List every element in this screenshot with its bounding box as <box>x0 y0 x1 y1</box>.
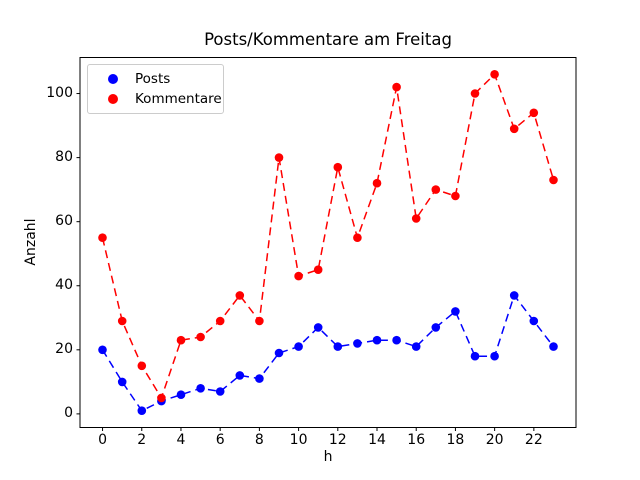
data-point-kommentare <box>196 332 205 342</box>
data-point-kommentare <box>117 316 127 326</box>
data-point-kommentare <box>529 108 539 118</box>
chart-title: Posts/Kommentare am Freitag <box>204 30 452 49</box>
plot-border <box>79 57 577 428</box>
data-point-kommentare <box>470 89 480 98</box>
data-point-posts <box>333 342 343 351</box>
data-point-posts <box>509 291 519 300</box>
y-tick-label: 20 <box>55 340 73 357</box>
y-tick-label: 40 <box>55 276 73 293</box>
data-point-kommentare <box>549 175 558 185</box>
data-point-kommentare <box>490 70 499 79</box>
data-point-posts <box>470 351 480 361</box>
data-point-posts <box>411 342 421 351</box>
x-tick-label: 22 <box>524 432 543 448</box>
x-tick-label: 10 <box>289 432 308 448</box>
data-point-kommentare <box>451 191 460 201</box>
data-point-kommentare <box>392 82 401 92</box>
data-point-kommentare <box>313 265 323 275</box>
data-point-kommentare <box>411 214 421 223</box>
y-tick-label: 0 <box>64 404 73 421</box>
x-tick-label: 8 <box>254 432 264 448</box>
legend-marker-kommentare-icon <box>108 94 118 104</box>
x-tick-label: 4 <box>176 432 186 448</box>
x-tick-label: 12 <box>328 432 347 448</box>
data-point-kommentare <box>333 162 343 172</box>
legend-item-kommentare: Kommentare <box>88 89 223 109</box>
data-point-posts <box>392 335 401 345</box>
data-point-posts <box>196 384 205 393</box>
data-point-kommentare <box>157 393 166 403</box>
data-point-kommentare <box>255 316 264 326</box>
y-tick-label: 60 <box>55 212 73 229</box>
data-point-posts <box>255 374 264 383</box>
data-point-posts <box>274 348 284 358</box>
data-point-posts <box>353 339 362 348</box>
data-point-kommentare <box>294 271 303 281</box>
x-tick-label: 20 <box>485 432 504 448</box>
data-point-posts <box>313 323 323 332</box>
data-point-kommentare <box>137 361 147 371</box>
series-line-posts <box>101 293 555 412</box>
y-tick-label: 80 <box>55 148 73 165</box>
data-point-kommentare <box>98 233 107 242</box>
legend-label-posts: Posts <box>135 71 171 87</box>
x-tick-label: 0 <box>98 432 107 448</box>
data-point-kommentare <box>274 153 284 162</box>
y-tick-label: 100 <box>46 84 73 101</box>
data-point-posts <box>490 351 499 361</box>
data-point-kommentare <box>235 291 245 300</box>
series-line-kommentare <box>101 72 555 400</box>
data-point-posts <box>176 390 186 400</box>
data-point-posts <box>98 345 107 355</box>
legend-item-posts: Posts <box>88 69 223 89</box>
x-tick-label: 14 <box>368 432 386 448</box>
legend-label-kommentare: Kommentare <box>135 91 222 107</box>
data-point-posts <box>451 307 460 316</box>
data-point-posts <box>549 342 558 351</box>
x-tick-label: 2 <box>137 432 147 448</box>
data-point-kommentare <box>176 335 186 345</box>
data-point-kommentare <box>431 185 441 194</box>
data-point-posts <box>372 335 382 345</box>
data-point-posts <box>215 387 225 396</box>
x-tick-label: 18 <box>446 432 465 448</box>
data-point-posts <box>117 377 127 387</box>
data-point-posts <box>431 323 441 332</box>
data-point-kommentare <box>353 233 362 242</box>
data-point-posts <box>529 316 539 326</box>
data-point-posts <box>137 406 147 416</box>
data-point-kommentare <box>215 316 225 326</box>
x-axis-label: h <box>323 449 333 465</box>
data-point-kommentare <box>372 178 382 188</box>
data-point-posts <box>294 342 303 351</box>
x-tick-label: 16 <box>407 432 426 448</box>
data-point-posts <box>235 371 245 380</box>
data-point-kommentare <box>509 124 519 134</box>
legend-marker-posts-icon <box>108 74 118 84</box>
legend: Posts Kommentare <box>87 64 224 114</box>
x-tick-label: 6 <box>215 432 225 448</box>
